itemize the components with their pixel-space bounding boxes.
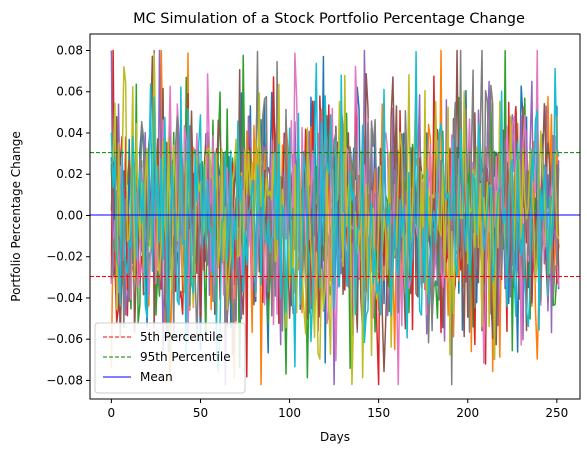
- legend: 5th Percentile 95th Percentile Mean: [94, 322, 246, 394]
- chart-title: MC Simulation of a Stock Portfolio Perce…: [133, 11, 525, 27]
- simulation-line: [110, 49, 560, 386]
- legend-label: 95th Percentile: [140, 350, 231, 364]
- y-tick-label: 0.02: [56, 167, 83, 181]
- legend-box: [94, 322, 246, 394]
- x-tick-label: 250: [545, 406, 568, 420]
- plot-frame: [89, 33, 581, 400]
- x-tick-label: 200: [456, 406, 479, 420]
- legend-label: Mean: [140, 370, 173, 384]
- y-tick-label: 0.08: [56, 43, 83, 57]
- x-axis-label: Days: [320, 430, 350, 444]
- x-tick-label: 150: [367, 406, 390, 420]
- legend-label: 5th Percentile: [140, 330, 223, 344]
- reference-lines-group: [90, 152, 580, 278]
- y-tick-label: 0.00: [56, 208, 83, 222]
- simulation-series-group: [110, 49, 560, 386]
- x-axis-ticks: 0 50 100 150 200 250: [108, 399, 568, 420]
- x-tick-label: 100: [278, 406, 301, 420]
- y-tick-label: −0.06: [46, 332, 83, 346]
- y-axis-label: Portfolio Percentage Change: [9, 131, 23, 301]
- y-tick-label: −0.02: [46, 250, 83, 264]
- x-tick-label: 50: [193, 406, 208, 420]
- x-tick-label: 0: [108, 406, 116, 420]
- y-tick-label: 0.06: [56, 85, 83, 99]
- y-axis-ticks: −0.08 −0.06 −0.04 −0.02 0.00 0.02 0.04 0.06 0.08: [46, 43, 90, 387]
- y-tick-label: −0.08: [46, 373, 83, 387]
- y-tick-label: −0.04: [46, 291, 83, 305]
- y-tick-label: 0.04: [56, 126, 83, 140]
